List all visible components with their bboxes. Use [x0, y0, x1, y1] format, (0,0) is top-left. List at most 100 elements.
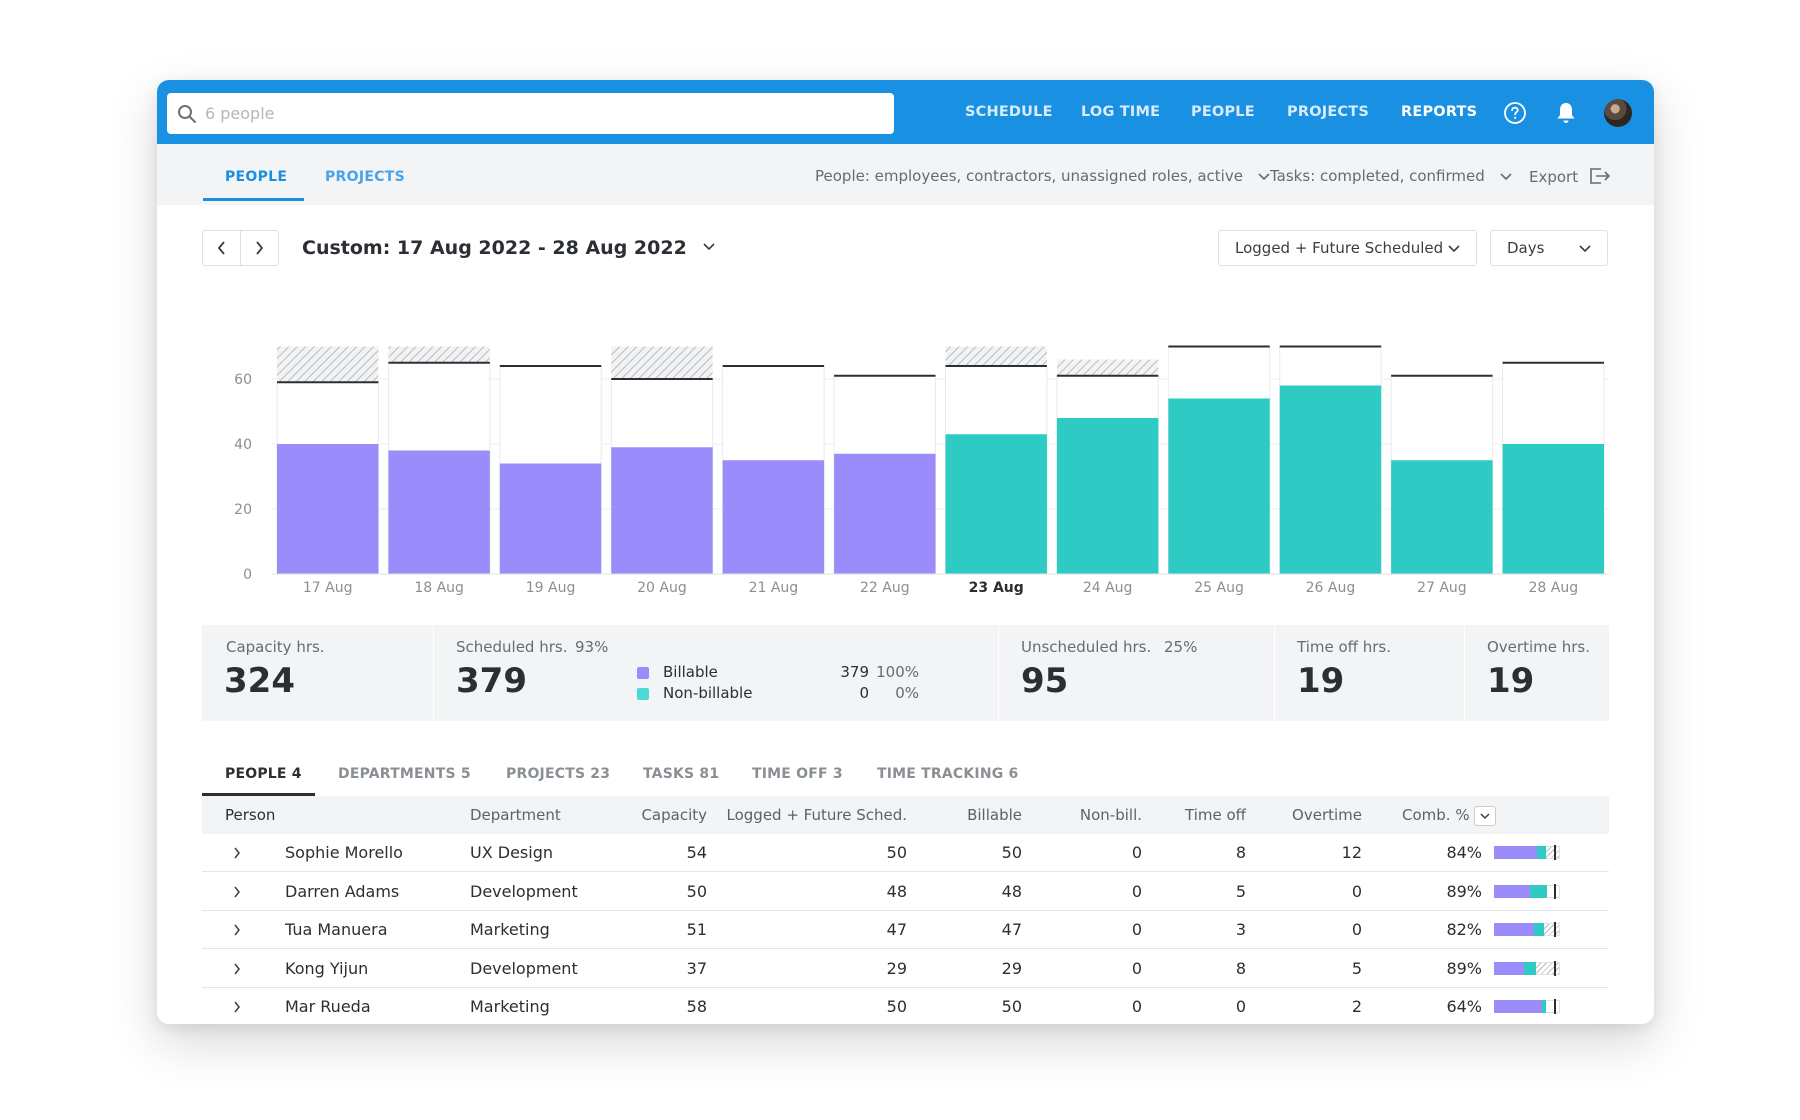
bar-28-aug [1502, 444, 1604, 574]
table-row[interactable]: Sophie Morello UX Design 54 50 50 0 8 12 84% [202, 834, 1609, 872]
mode-dropdown[interactable]: Logged + Future Scheduled [1218, 230, 1477, 266]
table-tab-tasks[interactable]: TASKS 81 [643, 766, 720, 782]
bell-icon [1557, 103, 1575, 123]
column-header-person[interactable]: Person [225, 806, 276, 824]
hours-bar-chart: 0 20 40 60 17 Aug 18 Aug 19 Aug 20 Aug 21 Aug 22 … [234, 345, 1609, 596]
search-box[interactable] [167, 93, 894, 134]
column-header-comb[interactable]: Comb. % [1402, 806, 1470, 824]
people-filter-label: People: employees, contractors, unassign… [815, 167, 1243, 185]
cell-logged: 50 [886, 843, 907, 862]
subtab-active-indicator [203, 198, 304, 201]
x-tick-label: 27 Aug [1417, 580, 1467, 596]
y-tick-label: 60 [234, 372, 252, 388]
cell-capacity: 37 [686, 958, 707, 978]
people-filter-dropdown[interactable]: People: employees, contractors, unassign… [815, 167, 1270, 185]
table-row[interactable]: Mar Rueda Marketing 58 50 50 0 0 2 64% [202, 988, 1609, 1024]
chevron-right-icon[interactable] [233, 921, 241, 940]
tasks-filter-dropdown[interactable]: Tasks: completed, confirmed [1270, 167, 1512, 185]
nav-people[interactable]: PEOPLE [1191, 104, 1255, 120]
nav-reports[interactable]: REPORTS [1401, 104, 1478, 120]
bar-18-aug [388, 450, 490, 574]
chevron-down-icon [1258, 173, 1270, 181]
column-header-billable[interactable]: Billable [967, 806, 1022, 824]
table-row[interactable]: Kong Yijun Development 37 29 29 0 8 5 89% [202, 950, 1609, 988]
cell-person: Tua Manuera [285, 920, 388, 939]
stat-capacity-value: 324 [224, 661, 295, 701]
bar-17-aug [277, 444, 379, 574]
bar-21-aug [722, 460, 825, 574]
chevron-right-icon[interactable] [233, 883, 241, 902]
chevron-right-icon[interactable] [233, 960, 241, 979]
cell-department: Development [470, 881, 578, 901]
stat-overtime-label: Overtime hrs. [1487, 638, 1590, 656]
table-tab-projects[interactable]: PROJECTS 23 [506, 766, 611, 782]
chevron-right-icon[interactable] [233, 844, 241, 863]
next-period-button[interactable] [241, 231, 278, 265]
column-header-department[interactable]: Department [470, 806, 561, 824]
app-window: SCHEDULE LOG TIME PEOPLE PROJECTS REPORT… [157, 80, 1654, 1024]
granularity-dropdown[interactable]: Days [1490, 230, 1608, 266]
stat-unscheduled-percent: 25% [1164, 638, 1198, 656]
cell-logged: 47 [886, 920, 907, 939]
time-off-block [945, 346, 1047, 366]
cell-timeoff: 8 [1235, 958, 1246, 978]
nav-schedule[interactable]: SCHEDULE [965, 104, 1053, 120]
search-input[interactable] [205, 104, 855, 123]
cell-logged: 48 [886, 881, 907, 901]
nav-log-time[interactable]: LOG TIME [1081, 104, 1161, 120]
date-range-picker[interactable]: Custom: 17 Aug 2022 - 28 Aug 2022 [302, 237, 716, 259]
column-header-logged[interactable]: Logged + Future Sched. [726, 806, 908, 824]
stat-unscheduled-label: Unscheduled hrs. [1021, 638, 1152, 656]
chevron-down-icon [1448, 245, 1460, 253]
mini-bar-logged [1494, 846, 1537, 859]
nonbillable-legend-label: Non-billable [663, 684, 753, 702]
export-button[interactable]: Export [1529, 167, 1611, 186]
stat-overtime-value: 19 [1487, 661, 1535, 701]
bar-27-aug [1391, 460, 1493, 574]
x-tick-label: 18 Aug [414, 580, 464, 596]
cell-department: UX Design [470, 843, 553, 862]
billable-value: 379 [840, 663, 869, 681]
table-tab-time-tracking[interactable]: TIME TRACKING 6 [877, 766, 1019, 782]
table-row[interactable]: Tua Manuera Marketing 51 47 47 0 3 0 82% [202, 911, 1609, 949]
column-header-timeoff[interactable]: Time off [1185, 806, 1246, 824]
billable-legend-swatch [637, 667, 649, 679]
chevron-left-icon [217, 241, 225, 255]
cell-department: Development [470, 958, 578, 978]
help-button[interactable] [1502, 100, 1528, 126]
column-header-nonbill[interactable]: Non-bill. [1079, 806, 1142, 824]
report-subbar [157, 144, 1654, 205]
table-tab-people[interactable]: PEOPLE 4 [225, 766, 302, 782]
y-tick-label: 20 [234, 502, 252, 518]
subtab-projects[interactable]: PROJECTS [325, 169, 406, 185]
nav-projects[interactable]: PROJECTS [1287, 104, 1369, 120]
cell-logged: 29 [886, 958, 907, 978]
billable-legend-label: Billable [663, 663, 718, 681]
chevron-right-icon[interactable] [233, 998, 241, 1017]
column-header-capacity[interactable]: Capacity [641, 806, 707, 824]
column-header-overtime[interactable]: Overtime [1292, 806, 1362, 824]
cell-capacity: 51 [686, 920, 707, 939]
utilization-mini-bar [1494, 960, 1560, 976]
mini-bar-logged [1494, 923, 1534, 936]
table-row[interactable]: Darren Adams Development 50 48 48 0 5 0 89% [202, 873, 1609, 911]
column-options-button[interactable] [1474, 806, 1496, 826]
time-off-block [277, 346, 379, 383]
previous-period-button[interactable] [203, 231, 241, 265]
mini-bar-logged [1494, 1000, 1542, 1013]
stat-scheduled-percent: 93% [575, 638, 609, 656]
table-tab-departments[interactable]: DEPARTMENTS 5 [338, 766, 471, 782]
subtab-people[interactable]: PEOPLE [225, 169, 288, 185]
mini-bar-remaining [1546, 846, 1560, 859]
table-tab-time-off[interactable]: TIME OFF 3 [752, 766, 843, 782]
notifications-button[interactable] [1553, 100, 1579, 126]
cell-billable: 50 [1001, 997, 1022, 1016]
cell-person: Kong Yijun [285, 958, 369, 978]
cell-person: Darren Adams [285, 881, 400, 901]
nonbillable-legend-swatch [637, 688, 649, 700]
user-avatar[interactable] [1604, 99, 1632, 127]
y-tick-label: 40 [234, 437, 252, 453]
cell-capacity: 50 [686, 881, 707, 901]
stat-timeoff-label: Time off hrs. [1297, 638, 1392, 656]
cell-department: Marketing [470, 920, 550, 939]
